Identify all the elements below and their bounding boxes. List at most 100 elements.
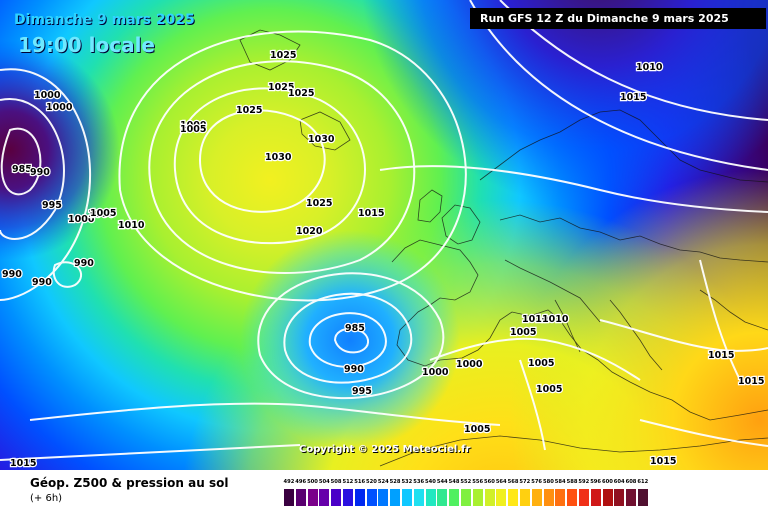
- scale-swatch: [637, 489, 648, 506]
- northeast-trough-shading: [0, 0, 768, 470]
- scale-swatch: [295, 489, 306, 506]
- scale-value: 504: [318, 479, 330, 485]
- scale-cell: 540: [425, 478, 437, 508]
- scale-swatch: [401, 489, 412, 506]
- isobar-value-label: 1030: [308, 134, 335, 145]
- isobar-value-label: 1010: [118, 220, 145, 231]
- scale-swatch: [531, 489, 542, 506]
- isobar-value-label: 1000: [34, 90, 61, 101]
- isobar-value-label: 1010: [522, 314, 549, 325]
- legend-bar: Géop. Z500 & pression au sol (+ 6h) 492 4…: [0, 470, 768, 512]
- scale-cell: 536: [413, 478, 425, 508]
- scale-swatch: [437, 489, 448, 506]
- scale-cell: 552: [460, 478, 472, 508]
- scale-swatch: [567, 489, 578, 506]
- scale-cell: 520: [366, 478, 378, 508]
- isobar-value-label: 1005: [180, 124, 206, 135]
- scale-swatch: [342, 489, 353, 506]
- isobar-value-label: 1000: [456, 359, 483, 370]
- isobar-value-label: 1020: [296, 226, 323, 237]
- scale-value: 520: [366, 479, 377, 485]
- copyright-notice: Copyright © 2025 Meteociel.fr: [299, 444, 471, 455]
- isobar-value-label: 990: [344, 364, 364, 375]
- scale-swatch: [555, 489, 566, 506]
- scale-value: 500: [307, 479, 318, 485]
- scale-swatch: [390, 489, 401, 506]
- scale-swatch: [626, 489, 637, 506]
- scale-swatch: [413, 489, 424, 506]
- scale-swatch: [614, 489, 625, 506]
- scale-swatch: [307, 489, 318, 506]
- isobar-value-label: 995: [42, 200, 62, 211]
- scale-swatch: [378, 489, 389, 506]
- scale-cell: 496: [295, 478, 307, 508]
- scale-cell: 576: [531, 478, 543, 508]
- scale-swatch: [425, 489, 436, 506]
- scale-cell: 604: [613, 478, 625, 508]
- forecast-date: Dimanche 9 mars 2025: [14, 12, 195, 28]
- isobar-value-label: 1015: [358, 208, 384, 219]
- scale-value: 568: [507, 479, 519, 485]
- isobar-value-label: 990: [74, 258, 94, 269]
- scale-swatch: [484, 489, 495, 506]
- scale-value: 516: [354, 479, 366, 485]
- scale-cell: 556: [472, 478, 484, 508]
- scale-cell: 544: [436, 478, 448, 508]
- isobar-value-label: 1005: [464, 424, 490, 435]
- scale-cell: 568: [507, 478, 519, 508]
- isobars: [0, 0, 768, 460]
- scale-cell: 584: [554, 478, 566, 508]
- scale-swatch: [519, 489, 530, 506]
- scale-value: 548: [448, 479, 460, 485]
- isobar-value-label: 1015: [738, 376, 764, 387]
- scale-cell: 548: [448, 478, 460, 508]
- scale-cell: 600: [602, 478, 614, 508]
- scale-swatch: [460, 489, 471, 506]
- isobar-value-label: 1010: [542, 314, 569, 325]
- scale-cell: 528: [389, 478, 401, 508]
- color-scale: 492 496 500 504 508 512 516 520 524 528 532 536 540 5…: [283, 478, 649, 508]
- scale-swatch: [472, 489, 483, 506]
- isobar-value-label: 1000: [88, 209, 115, 220]
- scale-cell: 512: [342, 478, 354, 508]
- scale-cell: 608: [625, 478, 637, 508]
- scale-value: 588: [566, 479, 578, 485]
- scale-value: 552: [460, 479, 472, 485]
- scale-value: 596: [590, 479, 602, 485]
- scale-cell: 596: [590, 478, 602, 508]
- isobar-value-label: 990: [2, 269, 22, 280]
- scale-value: 508: [330, 479, 342, 485]
- scale-value: 556: [472, 479, 484, 485]
- scale-swatch: [602, 489, 613, 506]
- scale-swatch: [508, 489, 519, 506]
- isobar-value-label: 1000: [180, 120, 207, 131]
- isobar-value-label: 1025: [288, 88, 314, 99]
- scale-cell: 532: [401, 478, 413, 508]
- isobar-value-label: 1010: [118, 220, 145, 231]
- scale-swatch: [284, 489, 294, 506]
- scale-value: 584: [554, 479, 566, 485]
- scale-value: 564: [495, 479, 507, 485]
- isobar-value-label: 1000: [68, 214, 95, 225]
- scale-cell: 588: [566, 478, 578, 508]
- isobar-value-label: 1005: [528, 358, 554, 369]
- isobar-value-label: 990: [32, 277, 52, 288]
- scale-value: 560: [484, 479, 495, 485]
- isobar-value-label: 1005: [90, 208, 116, 219]
- scale-swatch: [496, 489, 507, 506]
- isobar-value-label: 985: [345, 323, 365, 334]
- scale-value: 612: [637, 479, 649, 485]
- scale-cell: 492: [283, 478, 295, 508]
- isobar-value-label: 1025: [306, 198, 332, 209]
- isobar-value-label: 1000: [456, 359, 483, 370]
- scale-value: 544: [436, 479, 448, 485]
- legend-title: Géop. Z500 & pression au sol: [30, 476, 229, 490]
- scale-cell: 516: [354, 478, 366, 508]
- scale-value: 496: [295, 479, 307, 485]
- scale-cell: 504: [318, 478, 330, 508]
- scale-swatch: [331, 489, 342, 506]
- forecast-time: 19:00 locale: [18, 33, 155, 57]
- pressure-labels: 1025102510251025103010301025102010151010…: [1, 49, 766, 470]
- scale-value: 600: [601, 479, 613, 485]
- isobar-value-label: 1005: [536, 384, 562, 395]
